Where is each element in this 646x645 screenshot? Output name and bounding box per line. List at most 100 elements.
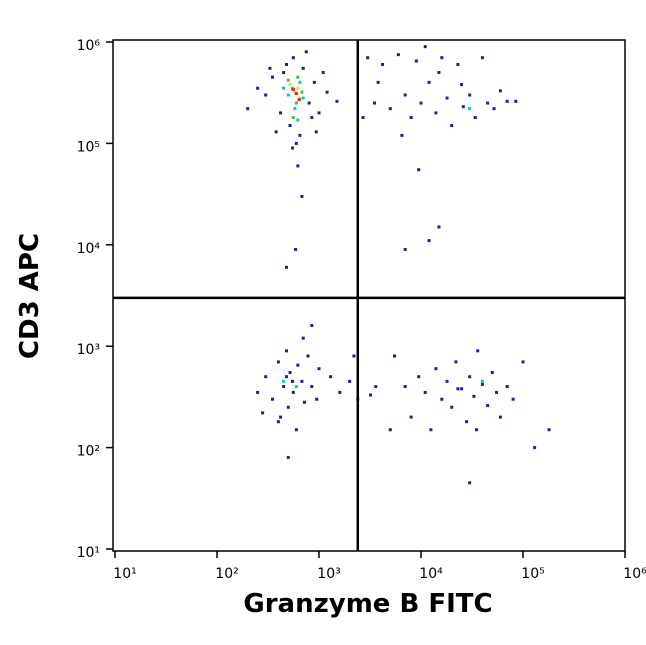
- data-point: [427, 239, 431, 243]
- y-tick-label: 10⁵: [77, 139, 100, 155]
- data-point: [284, 349, 288, 353]
- data-point: [288, 371, 292, 375]
- data-point: [298, 96, 302, 100]
- data-point: [294, 92, 298, 96]
- data-point: [286, 405, 290, 409]
- data-point: [396, 53, 400, 57]
- y-axis-title: CD3 APC: [15, 233, 45, 359]
- data-point: [301, 336, 305, 340]
- data-point: [445, 96, 449, 100]
- data-point: [437, 225, 441, 229]
- data-point: [294, 141, 298, 145]
- data-point: [434, 111, 438, 115]
- data-point: [473, 116, 477, 120]
- data-point: [419, 101, 423, 105]
- x-tick-label: 10²: [215, 566, 238, 582]
- data-point: [286, 78, 290, 82]
- data-point: [288, 124, 292, 128]
- data-point: [514, 99, 518, 103]
- data-point: [293, 107, 297, 111]
- data-point: [393, 354, 397, 358]
- data-point: [276, 420, 280, 424]
- data-point: [317, 367, 321, 371]
- data-point: [304, 50, 308, 54]
- data-point: [348, 379, 352, 383]
- x-tick-label: 10⁶: [623, 566, 646, 582]
- data-point: [300, 194, 304, 198]
- data-point: [310, 116, 314, 120]
- data-point: [294, 101, 298, 105]
- x-tick-label: 10⁵: [521, 566, 544, 582]
- data-point: [437, 71, 441, 75]
- data-point: [429, 428, 433, 432]
- data-point: [440, 56, 444, 60]
- plot-frame: [112, 39, 626, 552]
- data-point: [296, 75, 300, 79]
- data-point: [291, 56, 295, 60]
- data-point: [414, 59, 418, 63]
- data-point: [445, 379, 449, 383]
- data-point: [460, 387, 464, 391]
- data-point: [352, 354, 356, 358]
- data-point: [434, 367, 438, 371]
- data-point: [306, 354, 310, 358]
- y-tick-label: 10²: [77, 444, 100, 460]
- data-point: [294, 385, 298, 389]
- data-point: [296, 86, 300, 90]
- data-point: [284, 265, 288, 269]
- data-point: [547, 428, 551, 432]
- data-point: [417, 375, 421, 379]
- data-point: [338, 390, 342, 394]
- data-point: [315, 397, 319, 401]
- data-point: [246, 107, 250, 111]
- data-point: [284, 62, 288, 66]
- data-point: [409, 116, 413, 120]
- data-point: [468, 93, 472, 97]
- data-point: [474, 428, 478, 432]
- data-point: [314, 130, 318, 134]
- y-tick-label: 10¹: [77, 545, 100, 561]
- x-tick-label: 10⁴: [419, 566, 443, 582]
- data-point: [374, 385, 378, 389]
- data-point: [310, 324, 314, 328]
- data-point: [284, 375, 288, 379]
- data-point: [297, 98, 301, 102]
- data-point: [490, 371, 494, 375]
- data-point: [480, 379, 484, 383]
- data-point: [256, 390, 260, 394]
- data-point: [450, 124, 454, 128]
- data-point: [261, 411, 265, 415]
- data-point: [296, 363, 300, 367]
- data-point: [321, 71, 325, 75]
- data-point: [361, 116, 365, 120]
- data-point: [403, 247, 407, 251]
- data-point: [256, 86, 260, 90]
- y-tick-label: 10³: [77, 342, 100, 358]
- data-point: [465, 420, 469, 424]
- data-point: [300, 90, 304, 94]
- data-point: [468, 107, 472, 111]
- data-point: [454, 360, 458, 364]
- data-point: [388, 428, 392, 432]
- data-point: [511, 397, 515, 401]
- data-point: [403, 385, 407, 389]
- data-point: [335, 99, 339, 103]
- data-point: [423, 390, 427, 394]
- data-point: [291, 390, 295, 394]
- data-point: [468, 375, 472, 379]
- data-point: [302, 400, 306, 404]
- data-point: [286, 93, 290, 97]
- data-point: [369, 393, 373, 397]
- data-point: [498, 415, 502, 419]
- data-point: [298, 80, 302, 84]
- data-point: [325, 90, 329, 94]
- data-point: [291, 88, 295, 92]
- data-point: [294, 428, 298, 432]
- data-point: [268, 66, 272, 70]
- data-point: [279, 415, 283, 419]
- data-point: [329, 375, 333, 379]
- data-point: [400, 133, 404, 137]
- data-point: [286, 455, 290, 459]
- data-point: [486, 404, 490, 408]
